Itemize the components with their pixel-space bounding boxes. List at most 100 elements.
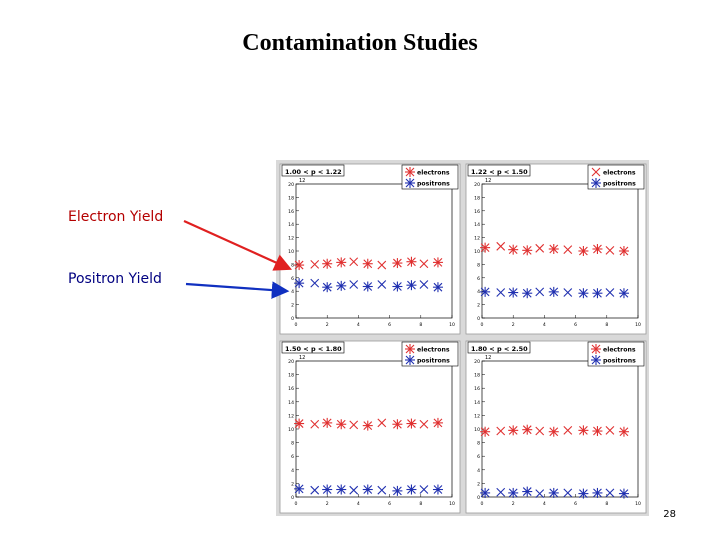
electron-point (522, 245, 533, 256)
legend-marker-positrons (405, 355, 415, 365)
panel-background (279, 340, 461, 514)
positron-point (294, 483, 305, 494)
positron-point (336, 280, 347, 291)
electron-point (618, 426, 629, 437)
y-tick-label: 8 (477, 262, 480, 268)
chart-title-box: 1.50 < p < 1.80 (281, 341, 345, 354)
electron-point (349, 420, 359, 430)
y-tick-label: 6 (291, 276, 294, 282)
electron-yield-label: Electron Yield (68, 209, 164, 225)
electron-point (349, 257, 359, 267)
corner-label: 12 (299, 355, 305, 361)
page-number: 28 (663, 509, 676, 520)
y-tick-label: 20 (474, 182, 480, 188)
positron-point (336, 484, 347, 495)
legend-marker-electrons (591, 344, 601, 354)
chart-title-box: 1.22 < p < 1.50 (467, 164, 531, 177)
legend-marker-positrons (405, 178, 415, 188)
y-tick-label: 20 (288, 359, 294, 365)
positron-point (310, 485, 320, 495)
electron-point (605, 245, 615, 255)
x-tick-label: 6 (574, 501, 577, 507)
y-tick-label: 4 (291, 289, 294, 295)
x-tick-label: 10 (635, 322, 641, 328)
positron-point (349, 280, 359, 289)
electron-point (406, 418, 417, 429)
y-tick-label: 6 (477, 454, 480, 460)
y-tick-label: 4 (291, 468, 294, 474)
electron-point (548, 426, 559, 437)
legend-label-positrons: positrons (603, 181, 636, 188)
positron-point (362, 484, 373, 495)
positron-point (578, 288, 589, 299)
legend: electrons positrons (401, 164, 459, 190)
y-tick-label: 14 (288, 222, 294, 228)
x-tick-label: 2 (326, 501, 329, 507)
y-tick-label: 8 (291, 441, 294, 447)
positron-point (406, 280, 417, 291)
chart-panel-1: 1.00 < p < 1.22 12 0 2 4 6 8 10 12 14 16 18 20 0 2 4 6 8 1… (279, 163, 461, 335)
electron-point (548, 243, 559, 254)
y-tick-label: 16 (288, 209, 294, 215)
positron-point (605, 488, 615, 498)
positron-point (496, 288, 506, 297)
electron-point (578, 246, 589, 256)
x-tick-label: 8 (419, 501, 422, 507)
corner-label: 12 (485, 355, 491, 361)
y-tick-label: 10 (288, 249, 294, 255)
positron-point (548, 286, 559, 297)
positron-point (592, 288, 603, 299)
electron-point (294, 418, 305, 429)
positron-point (310, 278, 320, 288)
chart-title-box: 1.00 < p < 1.22 (281, 164, 345, 177)
y-tick-label: 12 (474, 413, 480, 419)
y-tick-label: 2 (477, 303, 480, 309)
x-tick-label: 8 (419, 322, 422, 328)
positron-point (522, 486, 533, 497)
positron-point (377, 280, 387, 289)
chart-title: 1.50 < p < 1.80 (285, 345, 342, 353)
legend-label-positrons: positrons (603, 358, 636, 365)
legend: electrons positrons (401, 341, 459, 367)
positron-yield-label: Positron Yield (68, 271, 162, 287)
positron-point (508, 287, 519, 298)
electron-point (336, 419, 347, 430)
y-tick-label: 16 (474, 386, 480, 392)
positron-point (618, 488, 629, 499)
y-tick-label: 8 (291, 262, 294, 268)
positron-point (406, 484, 417, 495)
y-tick-label: 10 (474, 427, 480, 433)
x-tick-label: 4 (357, 322, 360, 328)
electron-point (406, 256, 417, 267)
y-tick-label: 8 (477, 441, 480, 447)
electron-point (618, 246, 629, 256)
positron-point (548, 487, 559, 498)
electron-point (377, 260, 387, 270)
series-positrons (294, 483, 443, 496)
positron-point (578, 488, 589, 499)
y-tick-label: 2 (477, 481, 480, 487)
legend-marker-positrons (591, 178, 601, 188)
electron-point (605, 425, 615, 435)
y-tick-label: 14 (474, 222, 480, 228)
electron-point (480, 242, 491, 253)
chart-panel-3: 1.50 < p < 1.80 12 0 2 4 6 8 10 12 14 16 18 20 0 2 4 6 8 1… (279, 340, 461, 514)
y-tick-label: 4 (477, 289, 480, 295)
chart-title: 1.80 < p < 2.50 (471, 345, 528, 353)
x-tick-label: 2 (512, 322, 515, 328)
y-tick-label: 10 (288, 427, 294, 433)
legend-label-electrons: electrons (603, 347, 636, 354)
electron-point (578, 425, 589, 436)
positron-point (618, 288, 629, 299)
positron-point (535, 287, 545, 297)
legend-label-positrons: positrons (417, 358, 450, 365)
legend: electrons positrons (587, 164, 645, 190)
x-tick-label: 10 (449, 322, 455, 328)
electron-point (535, 243, 545, 253)
electron-point (592, 243, 603, 254)
y-tick-label: 10 (474, 249, 480, 255)
electron-point (294, 260, 305, 271)
x-tick-label: 2 (512, 501, 515, 507)
legend-label-electrons: electrons (417, 170, 450, 177)
